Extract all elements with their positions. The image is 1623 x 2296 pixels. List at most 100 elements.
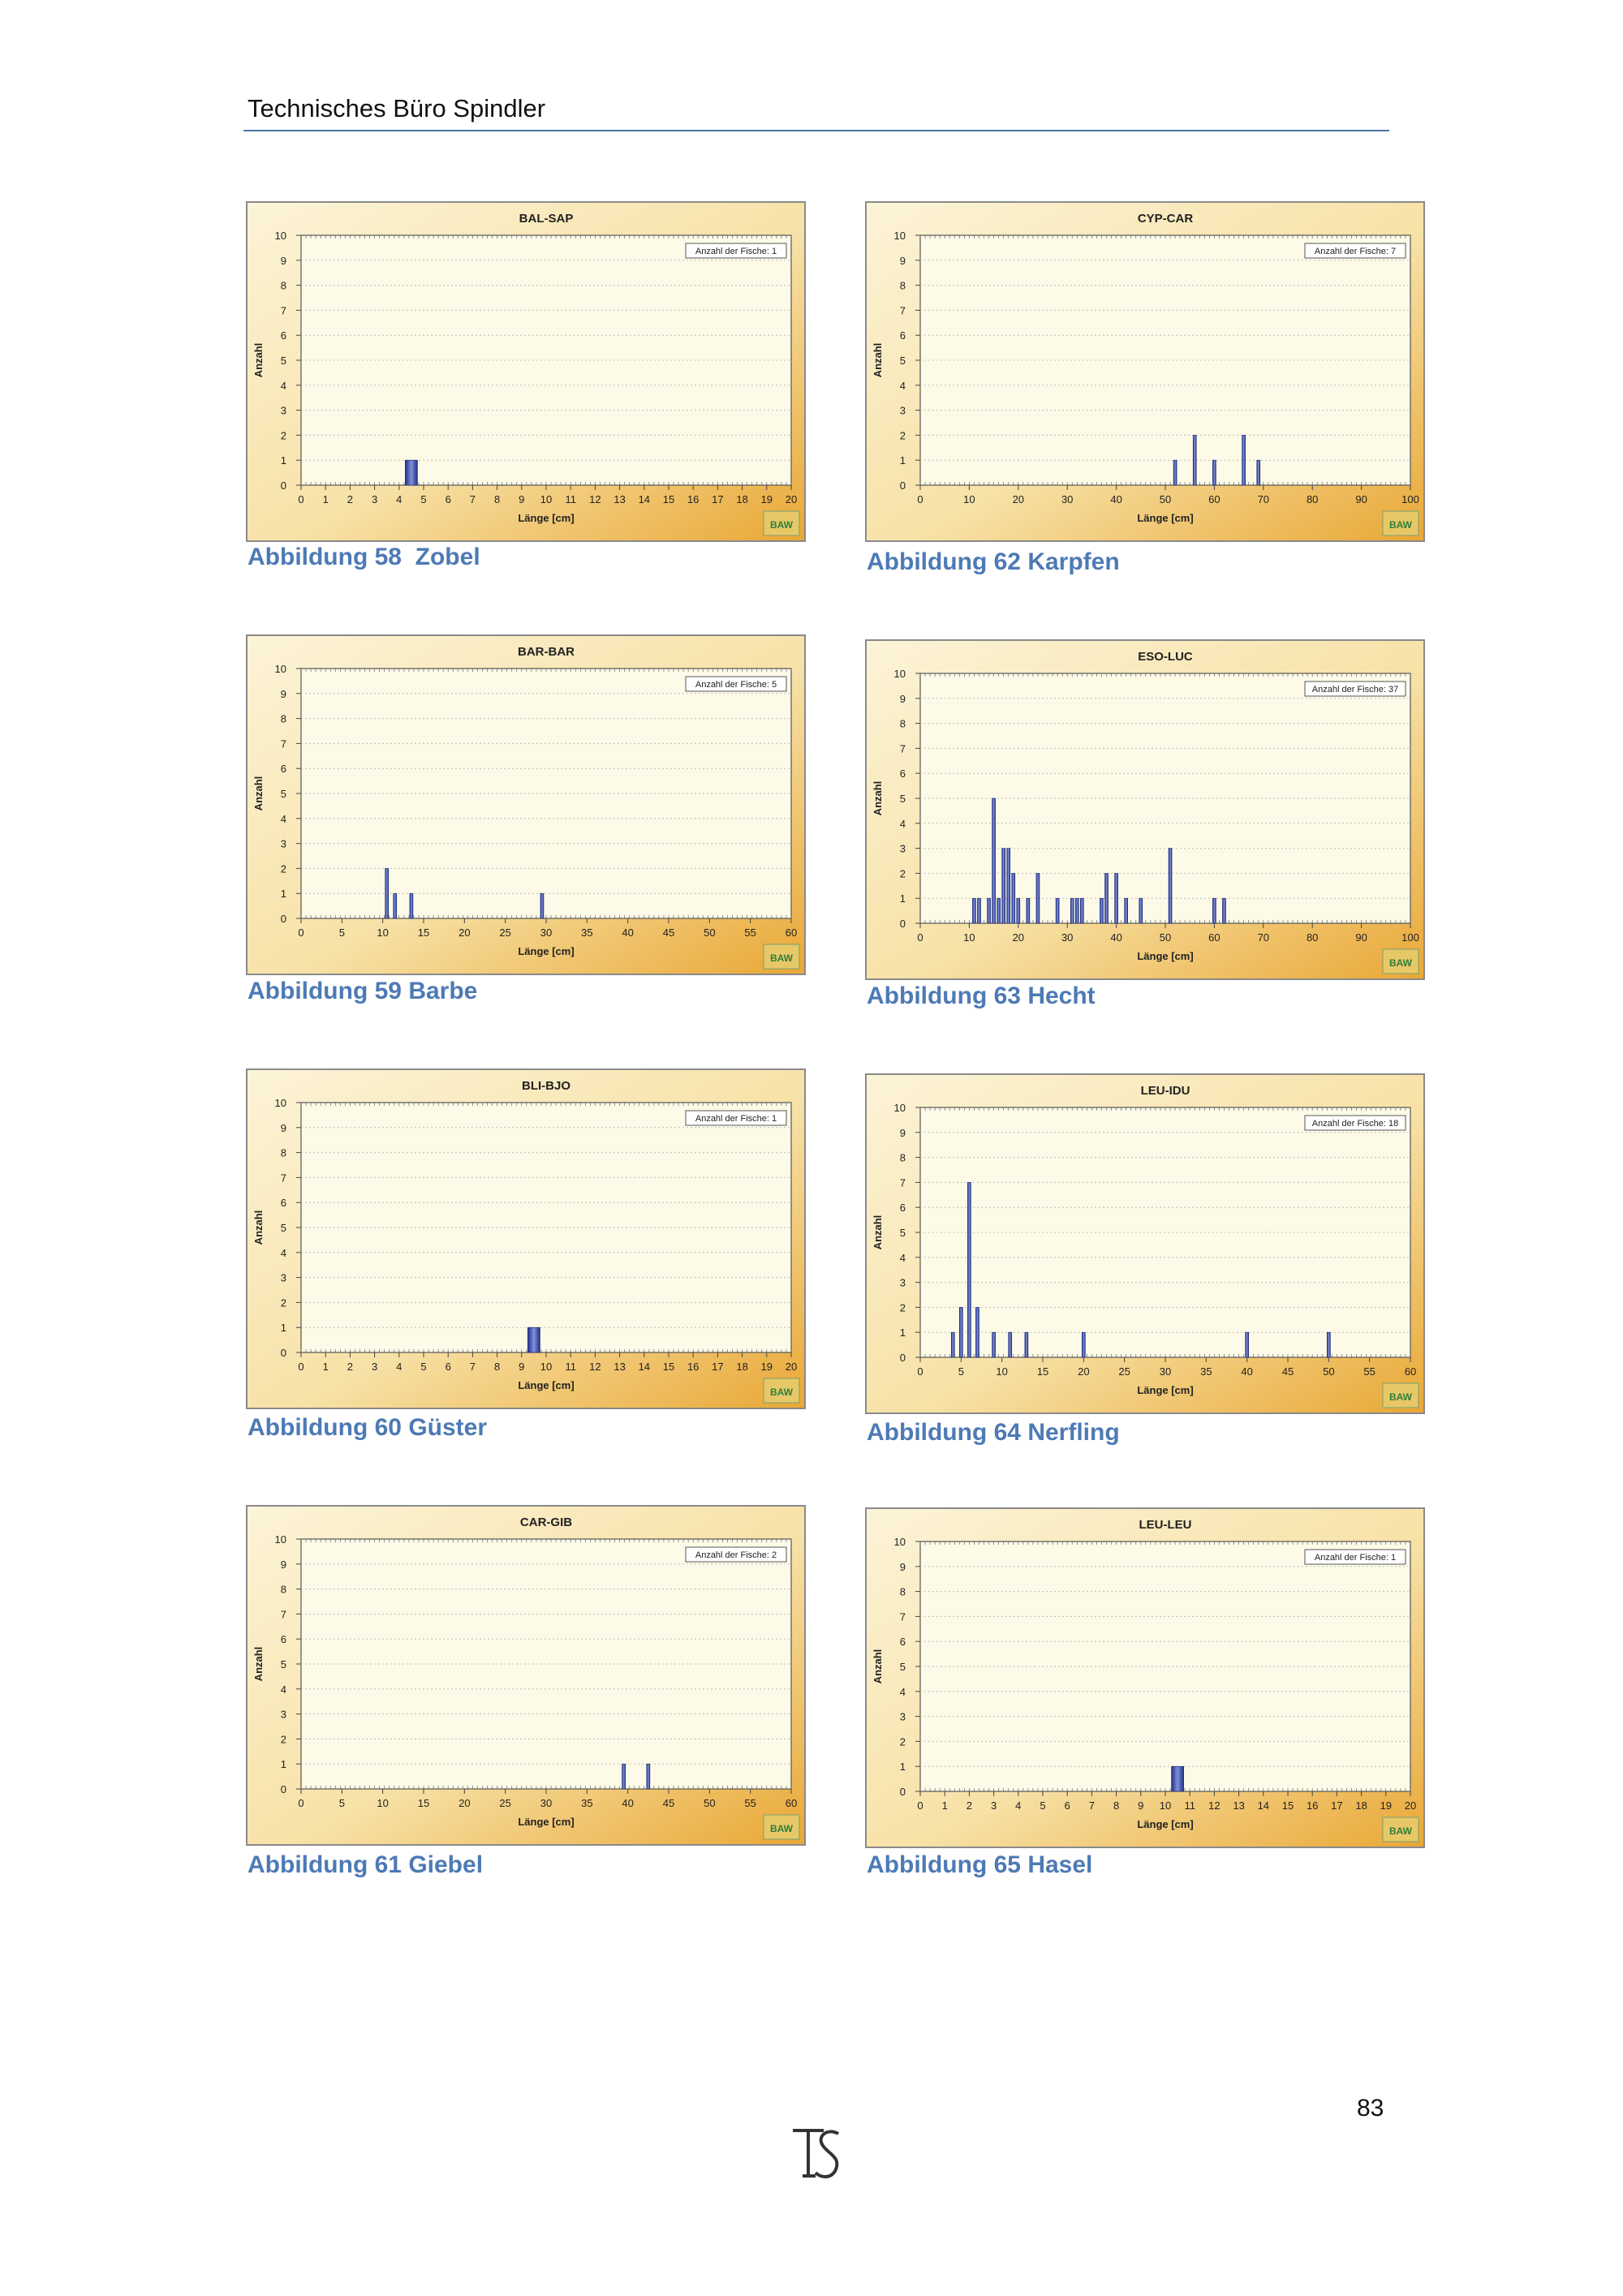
x-tick-label: 0 — [298, 1361, 304, 1373]
bar — [393, 892, 398, 919]
x-tick-label: 35 — [581, 927, 592, 939]
x-tick-label: 6 — [446, 1361, 451, 1373]
bar — [1327, 1331, 1331, 1358]
y-tick-label: 3 — [900, 1277, 906, 1289]
y-tick-label: 7 — [900, 304, 906, 316]
y-tick-label: 5 — [900, 793, 906, 805]
y-tick-label: 8 — [281, 280, 286, 292]
y-tick-label: 8 — [281, 1147, 286, 1159]
y-tick-label: 8 — [281, 713, 286, 725]
y-tick-label: 10 — [275, 1533, 286, 1546]
watermark-text: BAW — [770, 1823, 794, 1834]
x-tick-label: 80 — [1307, 931, 1318, 944]
bar — [997, 897, 1001, 924]
x-tick-label: 20 — [786, 493, 797, 505]
x-tick-label: 11 — [565, 493, 576, 505]
x-tick-label: 5 — [339, 927, 345, 939]
y-tick-label: 1 — [900, 1326, 906, 1339]
x-tick-label: 10 — [996, 1365, 1007, 1378]
chart-panel: 0 1 2 3 4 5 6 7 8 9 10 0 5 10 15 20 25 30 35 40 45 50 55 60 CAR-… — [246, 1505, 806, 1846]
page-header-title: Technisches Büro Spindler — [248, 94, 546, 123]
x-tick-label: 14 — [639, 1361, 650, 1373]
x-tick-label: 13 — [1233, 1799, 1244, 1812]
x-axis-label: Länge [cm] — [518, 945, 574, 957]
y-tick-label: 4 — [281, 1247, 286, 1259]
y-tick-label: 0 — [900, 1352, 906, 1364]
bar — [1222, 897, 1226, 924]
y-tick-label: 8 — [900, 1586, 906, 1598]
x-tick-label: 5 — [420, 1361, 426, 1373]
bar — [1008, 1331, 1013, 1358]
x-tick-label: 20 — [458, 927, 470, 939]
y-tick-label: 9 — [281, 1122, 286, 1134]
bar — [1016, 897, 1021, 924]
y-tick-label: 1 — [900, 454, 906, 467]
x-tick-label: 50 — [1160, 931, 1171, 944]
bar — [1074, 897, 1079, 924]
x-tick-label: 60 — [1405, 1365, 1416, 1378]
x-tick-label: 11 — [565, 1361, 576, 1373]
chart-panel: 0 1 2 3 4 5 6 7 8 9 10 0 10 20 30 40 50 60 70 80 90 100 CYP-CA… — [865, 201, 1425, 542]
y-tick-label: 6 — [900, 1202, 906, 1214]
x-tick-label: 3 — [991, 1799, 997, 1812]
ts-logo-mark — [793, 2129, 839, 2178]
y-tick-label: 10 — [275, 230, 286, 242]
bar — [1245, 1331, 1249, 1358]
legend-text: Anzahl der Fische: 1 — [1315, 1553, 1396, 1563]
legend-text: Anzahl der Fische: 1 — [695, 247, 777, 256]
figure-caption: Abbildung 59 Barbe — [248, 978, 478, 1004]
x-tick-label: 25 — [499, 927, 510, 939]
bar — [540, 892, 545, 919]
y-tick-label: 7 — [281, 737, 286, 750]
x-tick-label: 50 — [1323, 1365, 1334, 1378]
x-tick-label: 7 — [470, 1361, 476, 1373]
figure-caption: Abbildung 63 Hecht — [867, 982, 1096, 1009]
y-tick-label: 2 — [900, 867, 906, 879]
bar — [987, 897, 991, 924]
chart-title: BLI-BJO — [522, 1079, 570, 1093]
y-tick-label: 3 — [281, 1709, 286, 1721]
legend-box — [685, 1110, 787, 1126]
x-tick-label: 6 — [446, 493, 451, 505]
bar — [1070, 897, 1074, 924]
y-tick-label: 2 — [281, 862, 286, 875]
y-tick-label: 6 — [281, 1197, 286, 1209]
y-tick-label: 0 — [900, 1786, 906, 1798]
x-tick-label: 1 — [942, 1799, 948, 1812]
bar — [405, 459, 418, 486]
y-tick-label: 2 — [900, 1735, 906, 1748]
chart-title: BAR-BAR — [518, 645, 575, 659]
x-tick-label: 15 — [418, 927, 429, 939]
x-tick-label: 5 — [339, 1797, 345, 1809]
legend-text: Anzahl der Fische: 7 — [1315, 247, 1396, 256]
x-tick-label: 25 — [1118, 1365, 1130, 1378]
legend-text: Anzahl der Fische: 2 — [695, 1550, 777, 1560]
figure-caption: Abbildung 65 Hasel — [867, 1851, 1093, 1878]
legend-box — [1304, 681, 1406, 697]
x-tick-label: 16 — [687, 1361, 699, 1373]
x-tick-label: 18 — [736, 493, 747, 505]
x-tick-label: 15 — [1037, 1365, 1048, 1378]
chart-panel: 0 1 2 3 4 5 6 7 8 9 10 0 1 2 3 4 5 6 7 8 9 10 11 12 13 14 15 16 17 18… — [246, 201, 806, 542]
y-tick-label: 5 — [900, 1661, 906, 1673]
x-tick-label: 19 — [1380, 1799, 1392, 1812]
chart-panel: 0 1 2 3 4 5 6 7 8 9 10 0 5 10 15 20 25 30 35 40 45 50 55 60 LEU-… — [865, 1073, 1425, 1414]
x-tick-label: 19 — [761, 1361, 773, 1373]
x-tick-label: 5 — [958, 1365, 964, 1378]
x-tick-label: 55 — [744, 1797, 756, 1809]
bar — [1171, 1765, 1184, 1792]
company-logo — [791, 2126, 848, 2188]
x-tick-label: 12 — [589, 493, 601, 505]
bar — [1024, 1331, 1029, 1358]
bar — [950, 1331, 955, 1358]
y-tick-label: 0 — [281, 1347, 286, 1359]
x-tick-label: 17 — [712, 1361, 723, 1373]
x-tick-label: 40 — [1110, 493, 1121, 505]
y-tick-label: 7 — [900, 742, 906, 755]
y-tick-label: 10 — [275, 663, 286, 675]
y-tick-label: 0 — [281, 1783, 286, 1795]
x-tick-label: 3 — [372, 493, 377, 505]
y-tick-label: 3 — [281, 838, 286, 850]
x-tick-label: 12 — [589, 1361, 601, 1373]
